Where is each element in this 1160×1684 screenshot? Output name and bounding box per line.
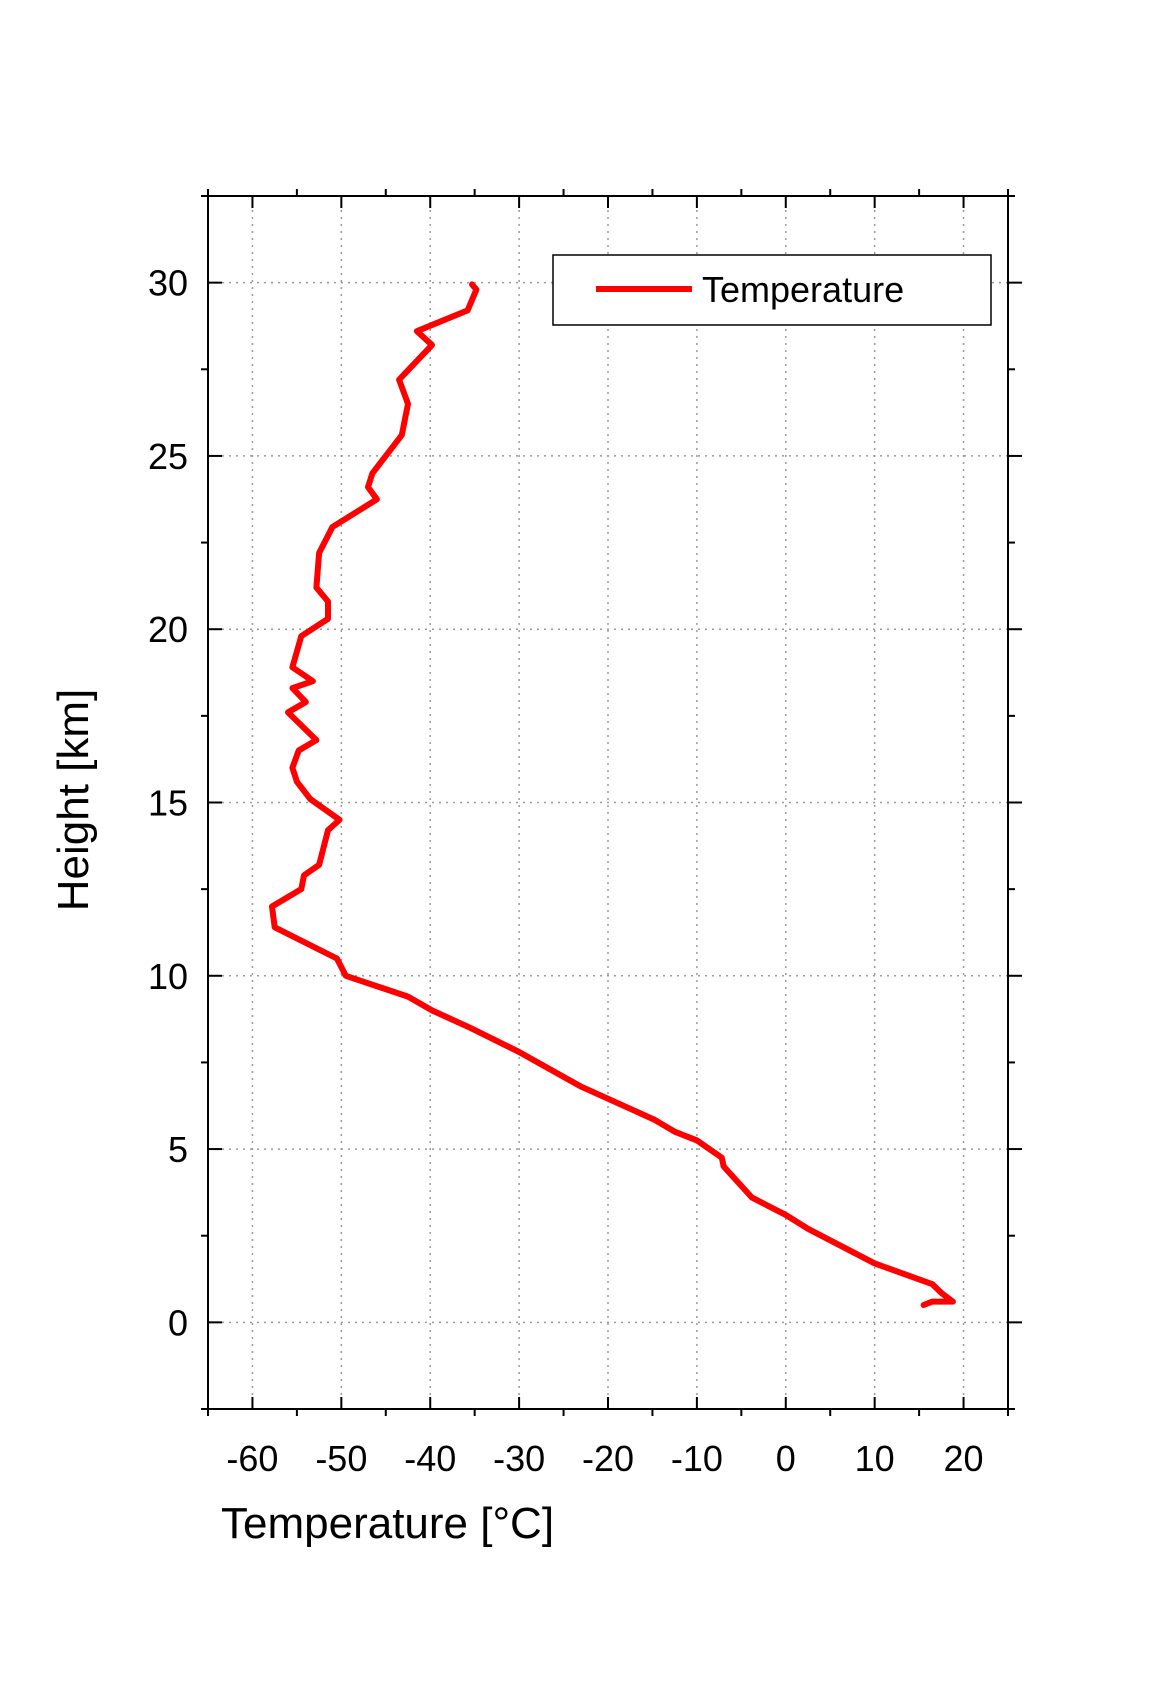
y-tick-label: 0 <box>168 1302 188 1343</box>
grid-lines <box>208 196 1008 1409</box>
x-tick-label: 10 <box>855 1438 895 1479</box>
y-tick-label: 10 <box>148 956 188 997</box>
x-tick-label: 20 <box>944 1438 984 1479</box>
y-tick-label: 5 <box>168 1129 188 1170</box>
series-line-temperature <box>269 281 956 1308</box>
x-tick-label: 0 <box>776 1438 796 1479</box>
x-tick-labels: -60 -50 -40 -30 -20 -10 0 10 20 <box>226 1438 983 1479</box>
x-tick-label: -10 <box>671 1438 723 1479</box>
axis-ticks <box>201 189 1022 1416</box>
x-tick-label: -50 <box>315 1438 367 1479</box>
y-tick-label: 20 <box>148 609 188 650</box>
y-tick-label: 15 <box>148 783 188 824</box>
x-tick-label: -30 <box>493 1438 545 1479</box>
y-tick-label: 30 <box>148 263 188 304</box>
x-tick-label: -60 <box>226 1438 278 1479</box>
y-axis-title: Height [km] <box>49 689 98 912</box>
y-tick-labels: 0 5 10 15 20 25 30 <box>148 263 188 1344</box>
x-tick-label: -20 <box>582 1438 634 1479</box>
y-tick-label: 25 <box>148 436 188 477</box>
x-axis-title: Temperature [°C] <box>221 1499 554 1548</box>
x-tick-label: -40 <box>404 1438 456 1479</box>
plot-frame <box>207 195 1009 1410</box>
series-layer <box>269 281 956 1308</box>
legend-label-temperature: Temperature <box>702 269 904 310</box>
legend: Temperature <box>552 254 992 326</box>
